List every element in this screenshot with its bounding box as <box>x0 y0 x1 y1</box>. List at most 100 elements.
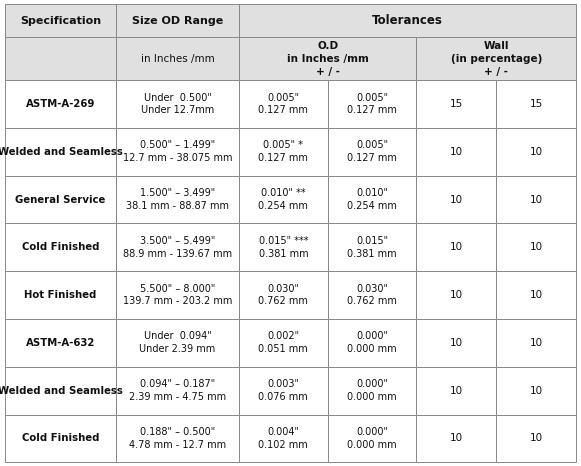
Bar <box>416 176 496 224</box>
Text: 0.010"
0.254 mm: 0.010" 0.254 mm <box>347 188 397 211</box>
Bar <box>5 80 116 128</box>
Text: 10: 10 <box>450 386 463 396</box>
Text: 10: 10 <box>530 433 543 443</box>
Bar <box>116 128 239 176</box>
Bar <box>496 176 576 224</box>
Text: 10: 10 <box>450 147 463 157</box>
Bar <box>328 415 416 462</box>
Text: ASTM-A-632: ASTM-A-632 <box>26 338 95 348</box>
Bar <box>239 271 328 319</box>
Bar <box>328 224 416 271</box>
Bar <box>239 224 328 271</box>
Bar <box>496 319 576 367</box>
Text: 0.005"
0.127 mm: 0.005" 0.127 mm <box>347 140 397 163</box>
Text: 0.015" ***
0.381 mm: 0.015" *** 0.381 mm <box>259 236 308 259</box>
Bar <box>496 224 576 271</box>
Bar <box>496 80 576 128</box>
Bar <box>5 37 116 80</box>
Bar <box>328 319 416 367</box>
Bar <box>496 415 576 462</box>
Text: 0.005" *
0.127 mm: 0.005" * 0.127 mm <box>259 140 309 163</box>
Bar <box>416 367 496 415</box>
Text: Cold Finished: Cold Finished <box>21 242 99 252</box>
Bar <box>5 128 116 176</box>
Text: ASTM-A-269: ASTM-A-269 <box>26 99 95 109</box>
Text: 0.005"
0.127 mm: 0.005" 0.127 mm <box>347 93 397 116</box>
Bar <box>116 271 239 319</box>
Bar <box>116 319 239 367</box>
Bar <box>239 415 328 462</box>
Text: O.D
in Inches /mm
+ / -: O.D in Inches /mm + / - <box>286 41 368 76</box>
Bar <box>496 271 576 319</box>
Text: 3.500" – 5.499"
88.9 mm - 139.67 mm: 3.500" – 5.499" 88.9 mm - 139.67 mm <box>123 236 232 259</box>
Bar <box>416 224 496 271</box>
Text: 0.000"
0.000 mm: 0.000" 0.000 mm <box>347 427 397 450</box>
Text: 0.030"
0.762 mm: 0.030" 0.762 mm <box>347 284 397 307</box>
Bar <box>416 319 496 367</box>
Bar <box>416 80 496 128</box>
Text: 0.003"
0.076 mm: 0.003" 0.076 mm <box>259 379 309 402</box>
Bar <box>5 224 116 271</box>
Text: 10: 10 <box>450 338 463 348</box>
Text: 0.500" – 1.499"
12.7 mm - 38.075 mm: 0.500" – 1.499" 12.7 mm - 38.075 mm <box>123 140 232 163</box>
Text: 10: 10 <box>530 242 543 252</box>
Text: 0.094" – 0.187"
2.39 mm - 4.75 mm: 0.094" – 0.187" 2.39 mm - 4.75 mm <box>129 379 226 402</box>
Text: 1.500" – 3.499"
38.1 mm - 88.87 mm: 1.500" – 3.499" 38.1 mm - 88.87 mm <box>126 188 229 211</box>
Bar <box>239 37 416 80</box>
Text: 15: 15 <box>450 99 463 109</box>
Text: Welded and Seamless: Welded and Seamless <box>0 147 123 157</box>
Text: 0.004"
0.102 mm: 0.004" 0.102 mm <box>259 427 309 450</box>
Text: 0.188" – 0.500"
4.78 mm - 12.7 mm: 0.188" – 0.500" 4.78 mm - 12.7 mm <box>129 427 226 450</box>
Bar <box>328 128 416 176</box>
Bar <box>5 4 116 37</box>
Text: 10: 10 <box>530 195 543 205</box>
Text: Under  0.094"
Under 2.39 mm: Under 0.094" Under 2.39 mm <box>139 331 216 354</box>
Text: 0.002"
0.051 mm: 0.002" 0.051 mm <box>259 331 309 354</box>
Bar <box>5 271 116 319</box>
Bar <box>328 271 416 319</box>
Text: Tolerances: Tolerances <box>372 14 443 27</box>
Text: 10: 10 <box>450 433 463 443</box>
Text: Specification: Specification <box>20 15 101 26</box>
Text: General Service: General Service <box>15 195 106 205</box>
Bar <box>5 176 116 224</box>
Text: 0.000"
0.000 mm: 0.000" 0.000 mm <box>347 331 397 354</box>
Text: Size OD Range: Size OD Range <box>132 15 223 26</box>
Bar <box>116 415 239 462</box>
Bar <box>116 37 239 80</box>
Bar <box>416 415 496 462</box>
Text: 15: 15 <box>530 99 543 109</box>
Bar <box>239 319 328 367</box>
Text: 0.015"
0.381 mm: 0.015" 0.381 mm <box>347 236 397 259</box>
Text: Wall
(in percentage)
+ / -: Wall (in percentage) + / - <box>451 41 542 76</box>
Text: 0.000"
0.000 mm: 0.000" 0.000 mm <box>347 379 397 402</box>
Bar <box>116 80 239 128</box>
Bar <box>239 80 328 128</box>
Bar <box>496 128 576 176</box>
Bar <box>5 319 116 367</box>
Text: Welded and Seamless: Welded and Seamless <box>0 386 123 396</box>
Bar <box>416 37 576 80</box>
Bar <box>239 128 328 176</box>
Bar <box>239 367 328 415</box>
Text: Hot Finished: Hot Finished <box>24 290 96 300</box>
Text: 10: 10 <box>530 290 543 300</box>
Text: 5.500" – 8.000"
139.7 mm - 203.2 mm: 5.500" – 8.000" 139.7 mm - 203.2 mm <box>123 284 232 307</box>
Bar <box>328 80 416 128</box>
Bar <box>116 4 239 37</box>
Bar <box>328 176 416 224</box>
Bar <box>239 4 576 37</box>
Bar <box>416 271 496 319</box>
Bar <box>239 176 328 224</box>
Text: Under  0.500"
Under 12.7mm: Under 0.500" Under 12.7mm <box>141 93 214 116</box>
Text: 10: 10 <box>450 195 463 205</box>
Text: 10: 10 <box>530 386 543 396</box>
Text: 10: 10 <box>450 242 463 252</box>
Text: 0.010" **
0.254 mm: 0.010" ** 0.254 mm <box>259 188 309 211</box>
Bar <box>496 367 576 415</box>
Bar <box>116 367 239 415</box>
Bar <box>5 367 116 415</box>
Text: 10: 10 <box>450 290 463 300</box>
Text: 10: 10 <box>530 338 543 348</box>
Text: 0.030"
0.762 mm: 0.030" 0.762 mm <box>259 284 309 307</box>
